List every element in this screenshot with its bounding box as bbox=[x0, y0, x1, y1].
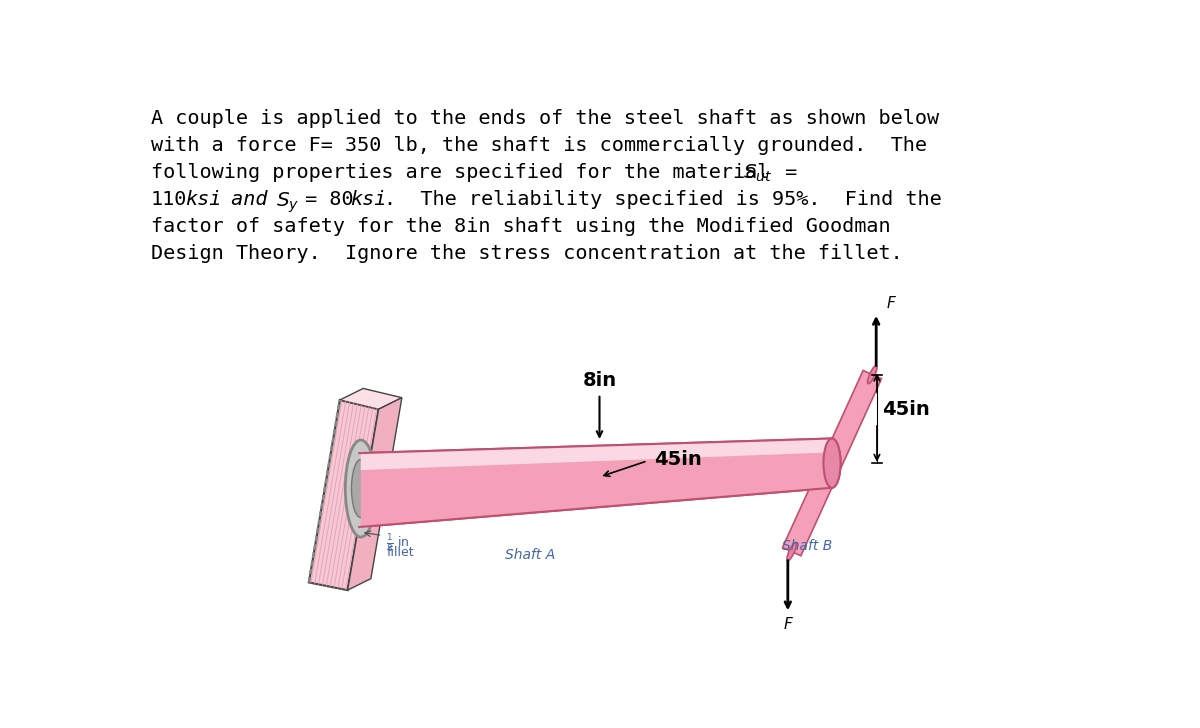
Polygon shape bbox=[359, 438, 832, 470]
Polygon shape bbox=[308, 400, 379, 590]
Polygon shape bbox=[823, 371, 882, 467]
Ellipse shape bbox=[352, 459, 370, 518]
Ellipse shape bbox=[823, 438, 840, 488]
Text: $\frac{1}{8}$ in: $\frac{1}{8}$ in bbox=[386, 532, 410, 554]
Text: ksi: ksi bbox=[350, 190, 386, 209]
Text: Design Theory.  Ignore the stress concentration at the fillet.: Design Theory. Ignore the stress concent… bbox=[151, 245, 902, 264]
Text: $S_{ut}$: $S_{ut}$ bbox=[743, 163, 773, 184]
Polygon shape bbox=[348, 397, 402, 590]
Text: F: F bbox=[784, 617, 792, 632]
Text: A couple is applied to the ends of the steel shaft as shown below: A couple is applied to the ends of the s… bbox=[151, 109, 940, 128]
Ellipse shape bbox=[823, 438, 840, 488]
Text: $S_y$: $S_y$ bbox=[276, 190, 300, 215]
Ellipse shape bbox=[868, 365, 877, 384]
Polygon shape bbox=[782, 459, 841, 555]
Text: fillet: fillet bbox=[386, 545, 414, 558]
Text: =: = bbox=[773, 163, 797, 182]
Text: 45in: 45in bbox=[654, 450, 702, 469]
Polygon shape bbox=[361, 438, 832, 470]
Text: F: F bbox=[887, 296, 895, 312]
Text: ksi: ksi bbox=[185, 190, 222, 209]
Text: and: and bbox=[220, 190, 280, 209]
Text: with a force F= 350 lb, the shaft is commercially grounded.  The: with a force F= 350 lb, the shaft is com… bbox=[151, 136, 926, 155]
Text: 110: 110 bbox=[151, 190, 187, 209]
Text: = 80: = 80 bbox=[293, 190, 354, 209]
Text: 45in: 45in bbox=[882, 400, 930, 419]
Text: Shaft B: Shaft B bbox=[781, 539, 832, 553]
Text: following properties are specified for the material: following properties are specified for t… bbox=[151, 163, 781, 182]
Ellipse shape bbox=[787, 542, 797, 561]
Polygon shape bbox=[359, 438, 832, 527]
Text: Shaft A: Shaft A bbox=[505, 548, 554, 562]
Ellipse shape bbox=[346, 440, 377, 537]
Text: factor of safety for the 8in shaft using the Modified Goodman: factor of safety for the 8in shaft using… bbox=[151, 218, 890, 237]
Text: 8in: 8in bbox=[582, 371, 617, 390]
Text: .  The reliability specified is 95%.  Find the: . The reliability specified is 95%. Find… bbox=[384, 190, 942, 209]
Polygon shape bbox=[340, 389, 402, 409]
Polygon shape bbox=[361, 438, 832, 527]
